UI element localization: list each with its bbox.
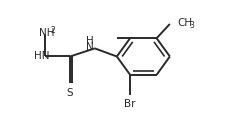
Text: Br: Br [124,99,135,109]
Text: 3: 3 [189,21,194,30]
Text: CH: CH [177,18,192,29]
Text: N: N [85,42,93,52]
Text: S: S [67,88,73,98]
Text: NH: NH [39,28,54,38]
Text: H: H [85,36,93,46]
Text: HN: HN [34,51,49,62]
Text: 2: 2 [50,26,55,35]
